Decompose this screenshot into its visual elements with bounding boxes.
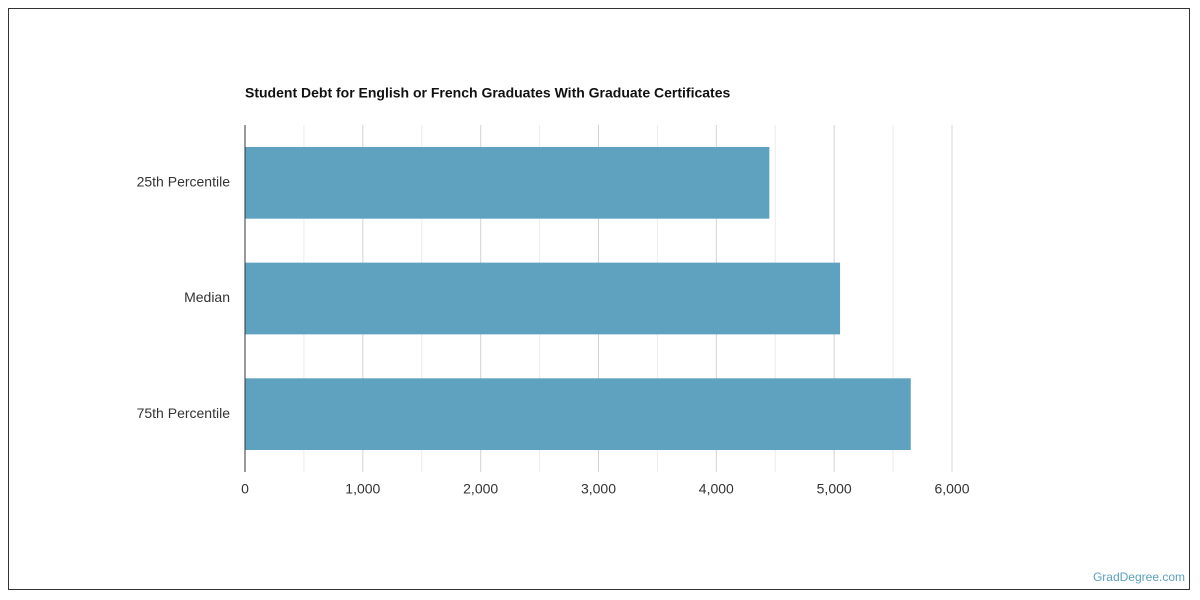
bar (245, 262, 841, 335)
x-tick-label: 0 (241, 481, 249, 497)
y-tick-label: 25th Percentile (137, 174, 231, 190)
frame (8, 8, 1190, 590)
y-tick-label: Median (184, 289, 230, 305)
x-tick-label: 1,000 (345, 481, 380, 497)
bar (245, 146, 770, 219)
x-tick-label: 5,000 (817, 481, 852, 497)
x-tick-label: 6,000 (934, 481, 969, 497)
chart-title: Student Debt for English or French Gradu… (245, 85, 730, 101)
x-tick-label: 2,000 (463, 481, 498, 497)
bar (245, 378, 911, 451)
x-tick-label: 3,000 (581, 481, 616, 497)
y-tick-label: 75th Percentile (137, 405, 231, 421)
credit[interactable]: GradDegree.com (1093, 570, 1185, 584)
x-tick-label: 4,000 (699, 481, 734, 497)
